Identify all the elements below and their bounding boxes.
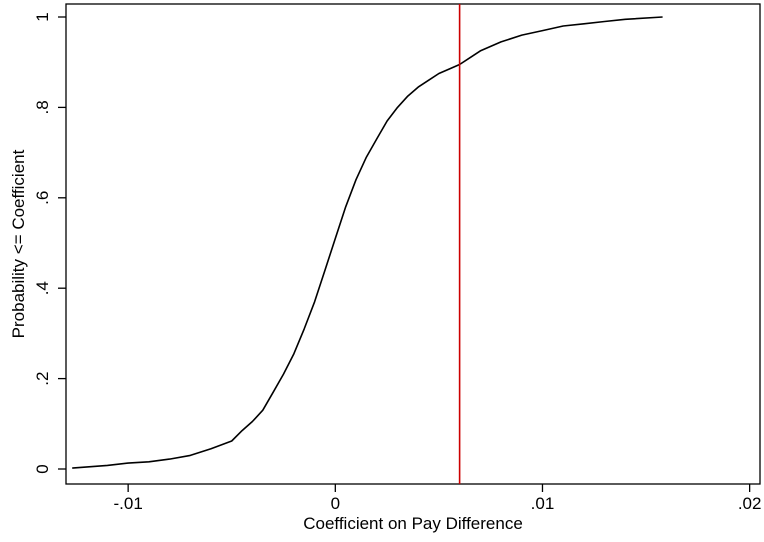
y-axis-title: Probability <= Coefficient xyxy=(9,149,28,338)
plot-area-frame xyxy=(65,3,761,485)
x-tick-label: -.01 xyxy=(114,494,143,513)
y-tick-label: 1 xyxy=(33,12,52,21)
x-tick-label: .01 xyxy=(531,494,555,513)
y-tick-label: .2 xyxy=(33,372,52,386)
y-axis: 0 .2 .4 .6 .8 1 xyxy=(33,12,66,474)
cdf-series-line xyxy=(72,16,663,469)
y-tick-label: 0 xyxy=(33,464,52,473)
x-axis-title: Coefficient on Pay Difference xyxy=(303,514,523,533)
y-tick-label: .4 xyxy=(33,281,52,295)
y-tick-label: .6 xyxy=(33,191,52,205)
y-tick-label: .8 xyxy=(33,100,52,114)
series-layer xyxy=(72,16,663,469)
x-tick-label: .02 xyxy=(738,494,762,513)
x-tick-label: 0 xyxy=(331,494,340,513)
x-axis: -.01 0 .01 .02 xyxy=(114,484,762,513)
